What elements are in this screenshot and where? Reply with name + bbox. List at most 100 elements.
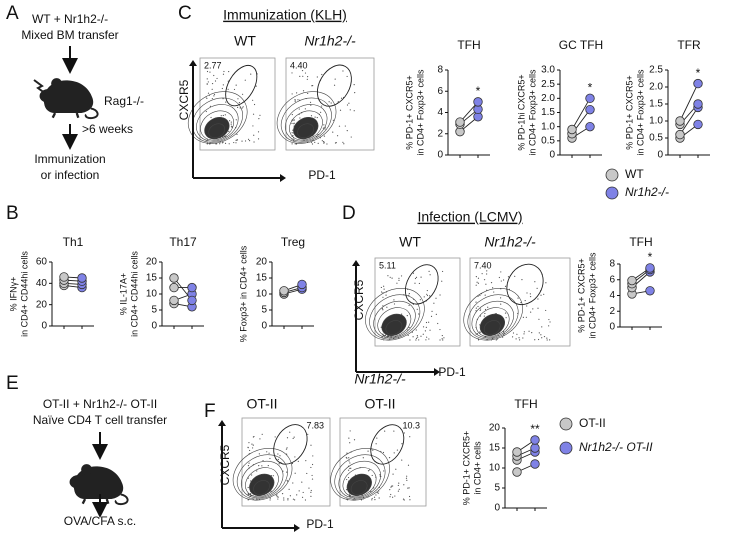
event-dot xyxy=(298,108,300,110)
event-dot xyxy=(378,497,380,499)
event-dot xyxy=(321,73,323,76)
event-dot xyxy=(477,277,480,279)
event-dot xyxy=(439,339,441,341)
y-tick-label: 0 xyxy=(657,150,663,161)
y-tick-label: 15 xyxy=(146,273,158,284)
data-point xyxy=(585,121,595,132)
event-dot xyxy=(523,333,525,335)
event-dot xyxy=(251,474,253,476)
event-dot xyxy=(281,493,284,495)
flow-axis-arrow xyxy=(355,264,436,373)
event-dot xyxy=(423,296,425,298)
event-dot xyxy=(442,339,444,341)
event-dot xyxy=(244,140,247,142)
y-tick-label: 20 xyxy=(489,423,501,434)
event-dot xyxy=(220,115,222,117)
event-dot xyxy=(324,128,326,130)
event-dot xyxy=(528,330,530,332)
event-dot xyxy=(505,317,507,319)
event-dot xyxy=(419,299,421,301)
event-dot xyxy=(409,499,411,501)
event-dot xyxy=(349,467,351,470)
y-tick-label: 6 xyxy=(609,274,615,285)
event-dot xyxy=(213,93,216,96)
event-dot xyxy=(268,452,270,454)
flow-title: OT-II xyxy=(246,396,277,412)
event-dot xyxy=(253,141,255,143)
event-dot xyxy=(283,499,285,501)
event-dot xyxy=(382,296,384,298)
event-dot xyxy=(293,123,295,125)
y-axis-label: in CD4+ Foxp3+ cells xyxy=(415,69,425,156)
event-dot xyxy=(228,143,230,145)
event-dot xyxy=(221,87,223,90)
event-dot xyxy=(524,299,526,302)
event-dot xyxy=(283,497,285,499)
event-dot xyxy=(235,119,237,121)
schematic-text: Immunization xyxy=(34,152,105,166)
contour xyxy=(245,467,279,498)
event-dot xyxy=(525,316,527,318)
flow-y-label: CXCR5 xyxy=(352,279,366,320)
contour xyxy=(483,320,501,335)
event-dot xyxy=(504,312,507,314)
panel-label: C xyxy=(178,3,192,24)
event-dot xyxy=(437,322,439,325)
event-dot xyxy=(526,305,528,307)
event-dot xyxy=(414,282,416,284)
event-dot xyxy=(266,451,268,453)
contour xyxy=(240,460,284,499)
event-dot xyxy=(228,70,230,73)
event-dot xyxy=(495,339,497,341)
event-dot xyxy=(392,485,394,487)
event-dot xyxy=(292,135,294,137)
contour xyxy=(385,320,403,335)
event-dot xyxy=(294,472,296,474)
event-dot xyxy=(224,114,226,116)
schematic-e: OT-II + Nr1h2-/- OT-II Naïve CD4 T cell … xyxy=(33,397,167,528)
event-dot xyxy=(279,455,281,457)
schematic-text: Rag1-/- xyxy=(104,94,144,108)
event-dot xyxy=(382,305,384,307)
event-dot xyxy=(422,333,424,335)
y-axis-label: in CD4+ Foxp3+ cells xyxy=(635,69,645,156)
event-dot xyxy=(402,498,405,500)
gate-percent: 4.40 xyxy=(290,60,308,70)
event-dot xyxy=(484,308,487,311)
event-dot xyxy=(302,491,304,494)
event-dot xyxy=(394,495,396,497)
event-dot xyxy=(348,102,350,104)
event-dot xyxy=(209,71,211,73)
event-dot xyxy=(502,279,505,281)
event-dot xyxy=(238,102,241,104)
y-axis-label: % PD-1+ CXCR5+ xyxy=(576,258,586,333)
event-dot xyxy=(479,309,481,312)
data-point xyxy=(567,124,577,135)
event-dot xyxy=(348,460,350,462)
gate xyxy=(225,64,258,107)
event-dot xyxy=(206,83,208,85)
event-dot xyxy=(213,74,215,77)
event-dot xyxy=(296,494,298,496)
event-dot xyxy=(543,293,545,295)
event-dot xyxy=(349,430,351,432)
gate xyxy=(370,424,405,465)
event-dot xyxy=(320,111,322,113)
event-dot xyxy=(541,337,543,339)
event-dot xyxy=(241,93,244,95)
legend-label: Nr1h2-/- OT-II xyxy=(579,440,653,454)
event-dot xyxy=(483,315,485,317)
event-dot xyxy=(416,334,418,337)
data-point xyxy=(473,97,483,107)
flow-plot xyxy=(232,431,314,501)
event-dot xyxy=(270,490,272,492)
event-dot xyxy=(277,458,279,461)
contour xyxy=(284,104,328,142)
event-dot xyxy=(538,318,540,320)
event-dot xyxy=(285,448,288,450)
event-dot xyxy=(294,100,296,103)
event-dot xyxy=(523,331,525,333)
contour xyxy=(365,288,425,341)
chart-title: TFH xyxy=(457,38,480,52)
irradiation-icon xyxy=(33,79,47,95)
